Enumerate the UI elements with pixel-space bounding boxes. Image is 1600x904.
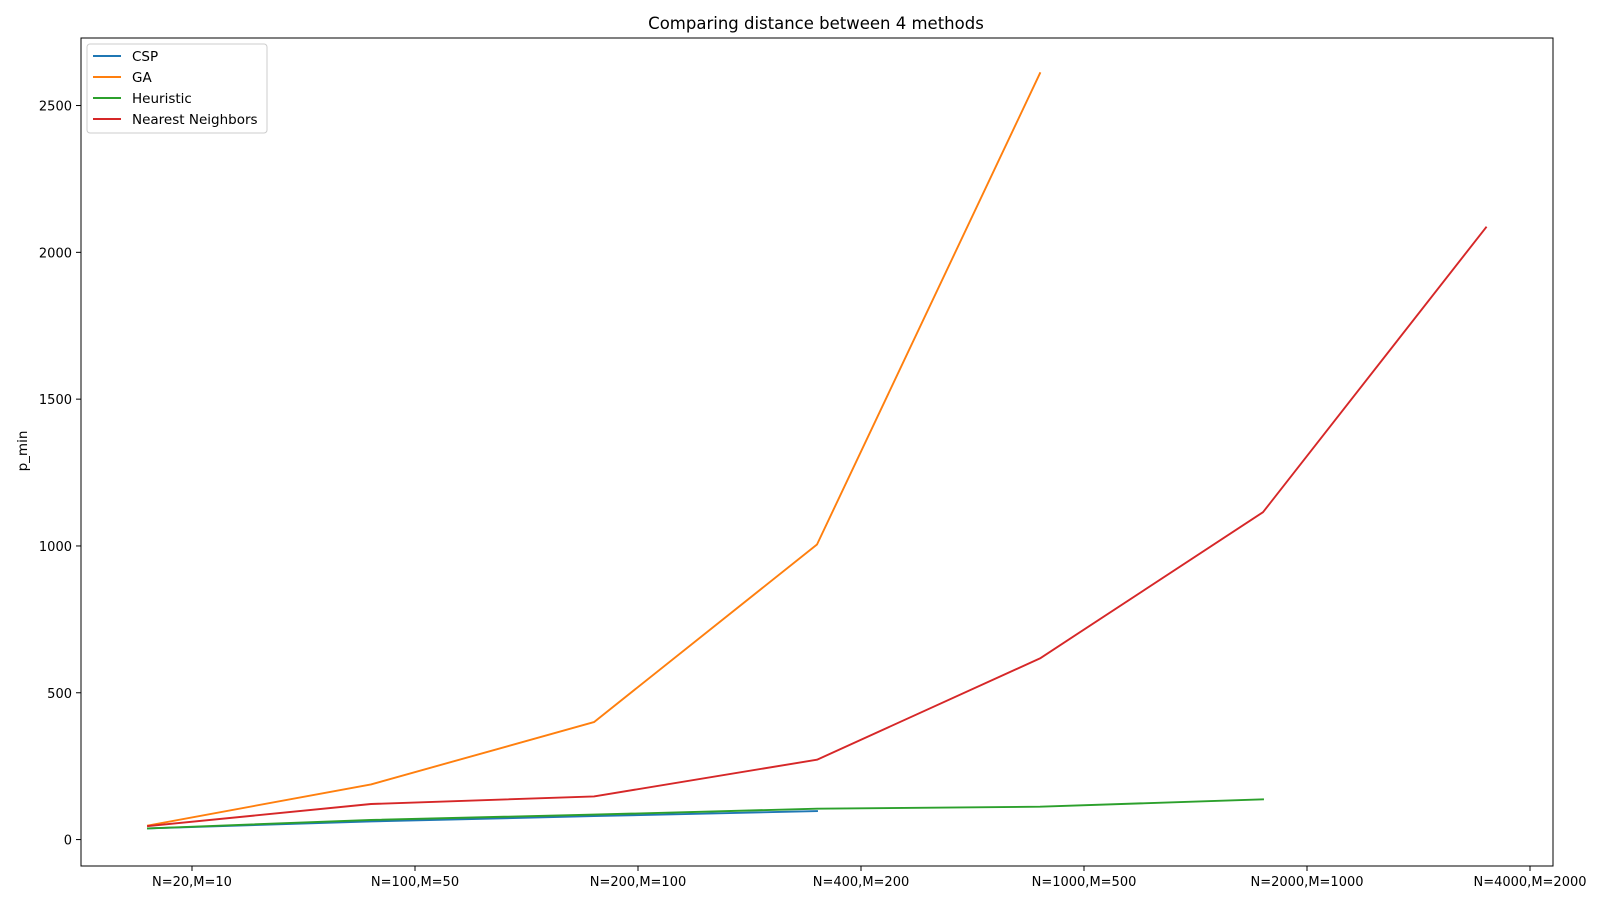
- y-tick-label: 500: [47, 687, 72, 702]
- y-tick-label: 2000: [39, 246, 72, 261]
- series-line-ga: [146, 71, 1042, 827]
- legend-label: GA: [132, 70, 152, 86]
- y-tick-label: 0: [64, 834, 72, 849]
- legend-label: Nearest Neighbors: [132, 112, 258, 128]
- series-line-csp: [147, 810, 818, 830]
- series-line-nearest-neighbors: [146, 226, 1488, 828]
- y-tick-label: 1000: [39, 540, 72, 555]
- x-tick-label: N=200,M=100: [590, 875, 686, 890]
- x-tick-label: N=20,M=10: [152, 875, 232, 890]
- x-tick-label: N=100,M=50: [371, 875, 459, 890]
- plot-frame: [80, 37, 1554, 867]
- series-line-heuristic: [147, 798, 1264, 830]
- x-tick-label: N=2000,M=1000: [1250, 875, 1363, 890]
- legend-label: Heuristic: [132, 91, 192, 107]
- y-axis-label: p_min: [15, 431, 31, 472]
- x-tick-label: N=4000,M=2000: [1473, 875, 1586, 890]
- y-tick-label: 2500: [39, 100, 72, 115]
- x-tick-label: N=1000,M=500: [1032, 875, 1137, 890]
- legend-box: [86, 43, 268, 134]
- legend-label: CSP: [132, 49, 158, 65]
- legend: CSP GA Heuristic Nearest Neighbors: [86, 43, 268, 134]
- chart-title: Comparing distance between 4 methods: [648, 14, 984, 33]
- y-tick-label: 1500: [39, 393, 72, 408]
- x-tick-label: N=400,M=200: [813, 875, 909, 890]
- axes: N=20,M=10 N=100,M=50 N=200,M=100 N=400,M=20…: [39, 37, 1587, 890]
- series-lines: [146, 71, 1488, 830]
